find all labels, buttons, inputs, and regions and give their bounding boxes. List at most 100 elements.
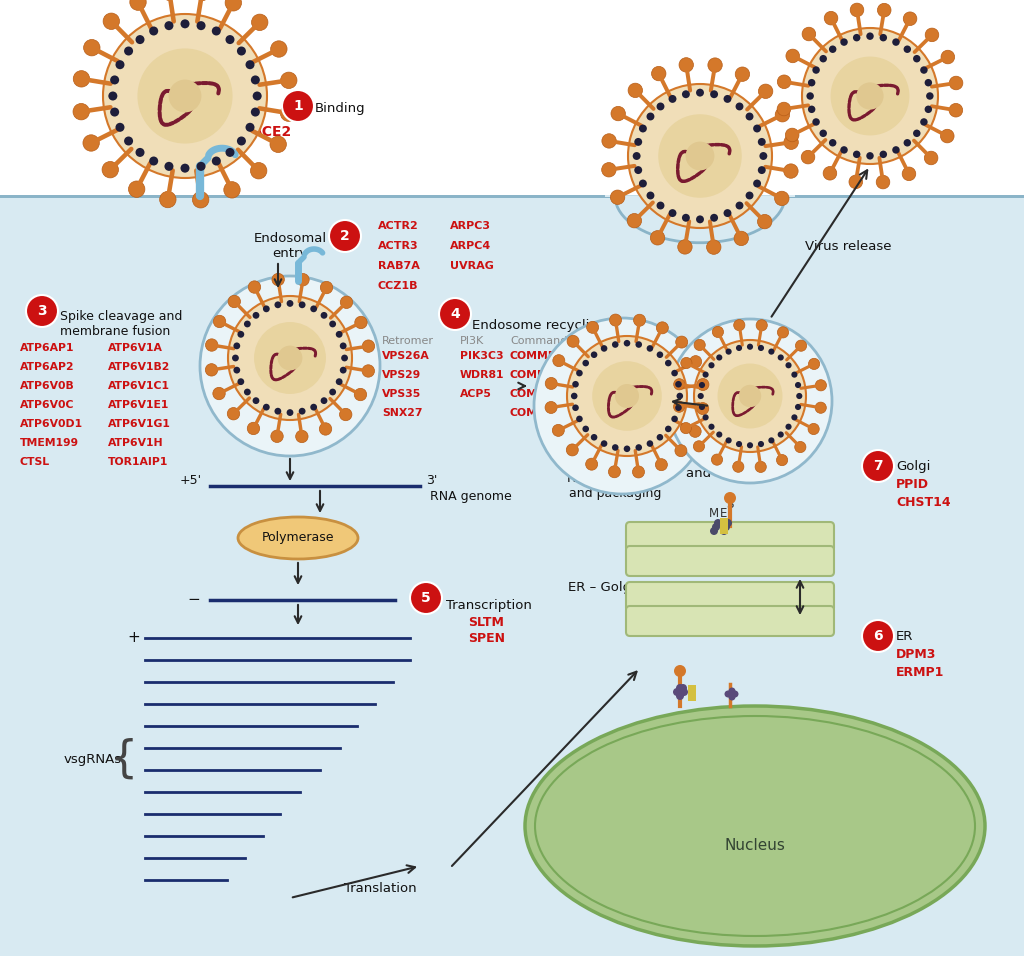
Circle shape <box>124 137 133 145</box>
Circle shape <box>913 130 921 137</box>
Text: vsgRNAs: vsgRNAs <box>63 752 122 766</box>
FancyBboxPatch shape <box>626 546 834 576</box>
Text: PI3K: PI3K <box>460 336 484 346</box>
Circle shape <box>696 89 703 97</box>
Circle shape <box>274 408 282 415</box>
Circle shape <box>566 444 579 456</box>
Circle shape <box>731 690 738 698</box>
Circle shape <box>759 84 773 98</box>
Circle shape <box>676 684 684 692</box>
Circle shape <box>682 90 690 98</box>
Circle shape <box>102 162 119 178</box>
Text: ARPC3: ARPC3 <box>450 221 490 231</box>
Circle shape <box>775 107 790 122</box>
Circle shape <box>672 416 678 423</box>
Circle shape <box>567 336 687 456</box>
Circle shape <box>669 209 677 217</box>
Circle shape <box>534 318 710 494</box>
Circle shape <box>340 367 346 374</box>
Circle shape <box>634 315 645 326</box>
Circle shape <box>913 54 921 62</box>
Circle shape <box>213 315 225 328</box>
Circle shape <box>227 407 240 420</box>
Circle shape <box>150 157 158 165</box>
Text: ATP6V1H: ATP6V1H <box>108 438 164 448</box>
Circle shape <box>646 441 653 446</box>
Circle shape <box>244 320 251 327</box>
Circle shape <box>253 312 259 318</box>
Circle shape <box>673 688 681 696</box>
Text: ER – Golgi trafficking: ER – Golgi trafficking <box>568 581 708 595</box>
Circle shape <box>856 82 884 110</box>
Circle shape <box>601 441 607 446</box>
Text: {: { <box>110 737 138 780</box>
Circle shape <box>310 403 317 410</box>
Circle shape <box>655 459 668 470</box>
Circle shape <box>682 214 690 222</box>
Circle shape <box>274 301 282 308</box>
Circle shape <box>815 380 826 391</box>
Circle shape <box>709 424 715 430</box>
Text: Assembly
and budding: Assembly and budding <box>686 452 770 480</box>
Circle shape <box>646 345 653 352</box>
Circle shape <box>795 382 801 388</box>
Text: −: − <box>187 593 200 607</box>
Circle shape <box>694 339 706 351</box>
Circle shape <box>784 135 799 149</box>
Text: RAB7A: RAB7A <box>378 261 420 271</box>
Circle shape <box>124 47 133 55</box>
Circle shape <box>248 281 261 293</box>
Circle shape <box>362 365 375 378</box>
Circle shape <box>627 213 642 228</box>
Circle shape <box>244 388 251 396</box>
Circle shape <box>651 66 666 81</box>
Circle shape <box>74 71 90 87</box>
Circle shape <box>552 424 564 436</box>
Text: ATP6V1C1: ATP6V1C1 <box>108 381 170 391</box>
Circle shape <box>903 46 911 53</box>
Circle shape <box>278 346 302 370</box>
Circle shape <box>238 331 245 337</box>
Circle shape <box>586 458 598 470</box>
Circle shape <box>612 341 618 348</box>
Circle shape <box>680 688 688 696</box>
Circle shape <box>733 319 744 331</box>
Circle shape <box>165 21 173 31</box>
Circle shape <box>624 445 631 452</box>
Text: M: M <box>709 507 719 520</box>
Circle shape <box>329 220 361 252</box>
Circle shape <box>746 443 753 448</box>
Circle shape <box>633 466 644 478</box>
Circle shape <box>829 139 837 146</box>
Circle shape <box>866 33 873 40</box>
Circle shape <box>225 0 242 11</box>
Circle shape <box>710 527 718 535</box>
Circle shape <box>679 57 693 72</box>
Circle shape <box>777 102 791 116</box>
Circle shape <box>84 39 100 55</box>
Text: +: + <box>127 631 140 645</box>
Circle shape <box>299 301 305 308</box>
Circle shape <box>785 362 792 368</box>
FancyBboxPatch shape <box>626 582 834 612</box>
Text: VPS26A: VPS26A <box>382 351 430 361</box>
Circle shape <box>111 107 119 117</box>
Circle shape <box>841 38 848 46</box>
Circle shape <box>862 450 894 482</box>
Circle shape <box>941 51 954 64</box>
Circle shape <box>712 523 720 531</box>
Text: 1: 1 <box>293 99 303 113</box>
Circle shape <box>725 690 731 698</box>
Circle shape <box>233 367 241 374</box>
Circle shape <box>330 388 336 396</box>
Circle shape <box>696 215 703 224</box>
Circle shape <box>708 58 722 73</box>
Circle shape <box>251 107 260 117</box>
Text: VPS35: VPS35 <box>382 389 421 399</box>
Circle shape <box>656 352 664 358</box>
Circle shape <box>676 337 688 348</box>
Circle shape <box>571 393 578 400</box>
Circle shape <box>602 163 616 177</box>
Circle shape <box>665 425 672 432</box>
Text: Golgi: Golgi <box>896 460 931 472</box>
